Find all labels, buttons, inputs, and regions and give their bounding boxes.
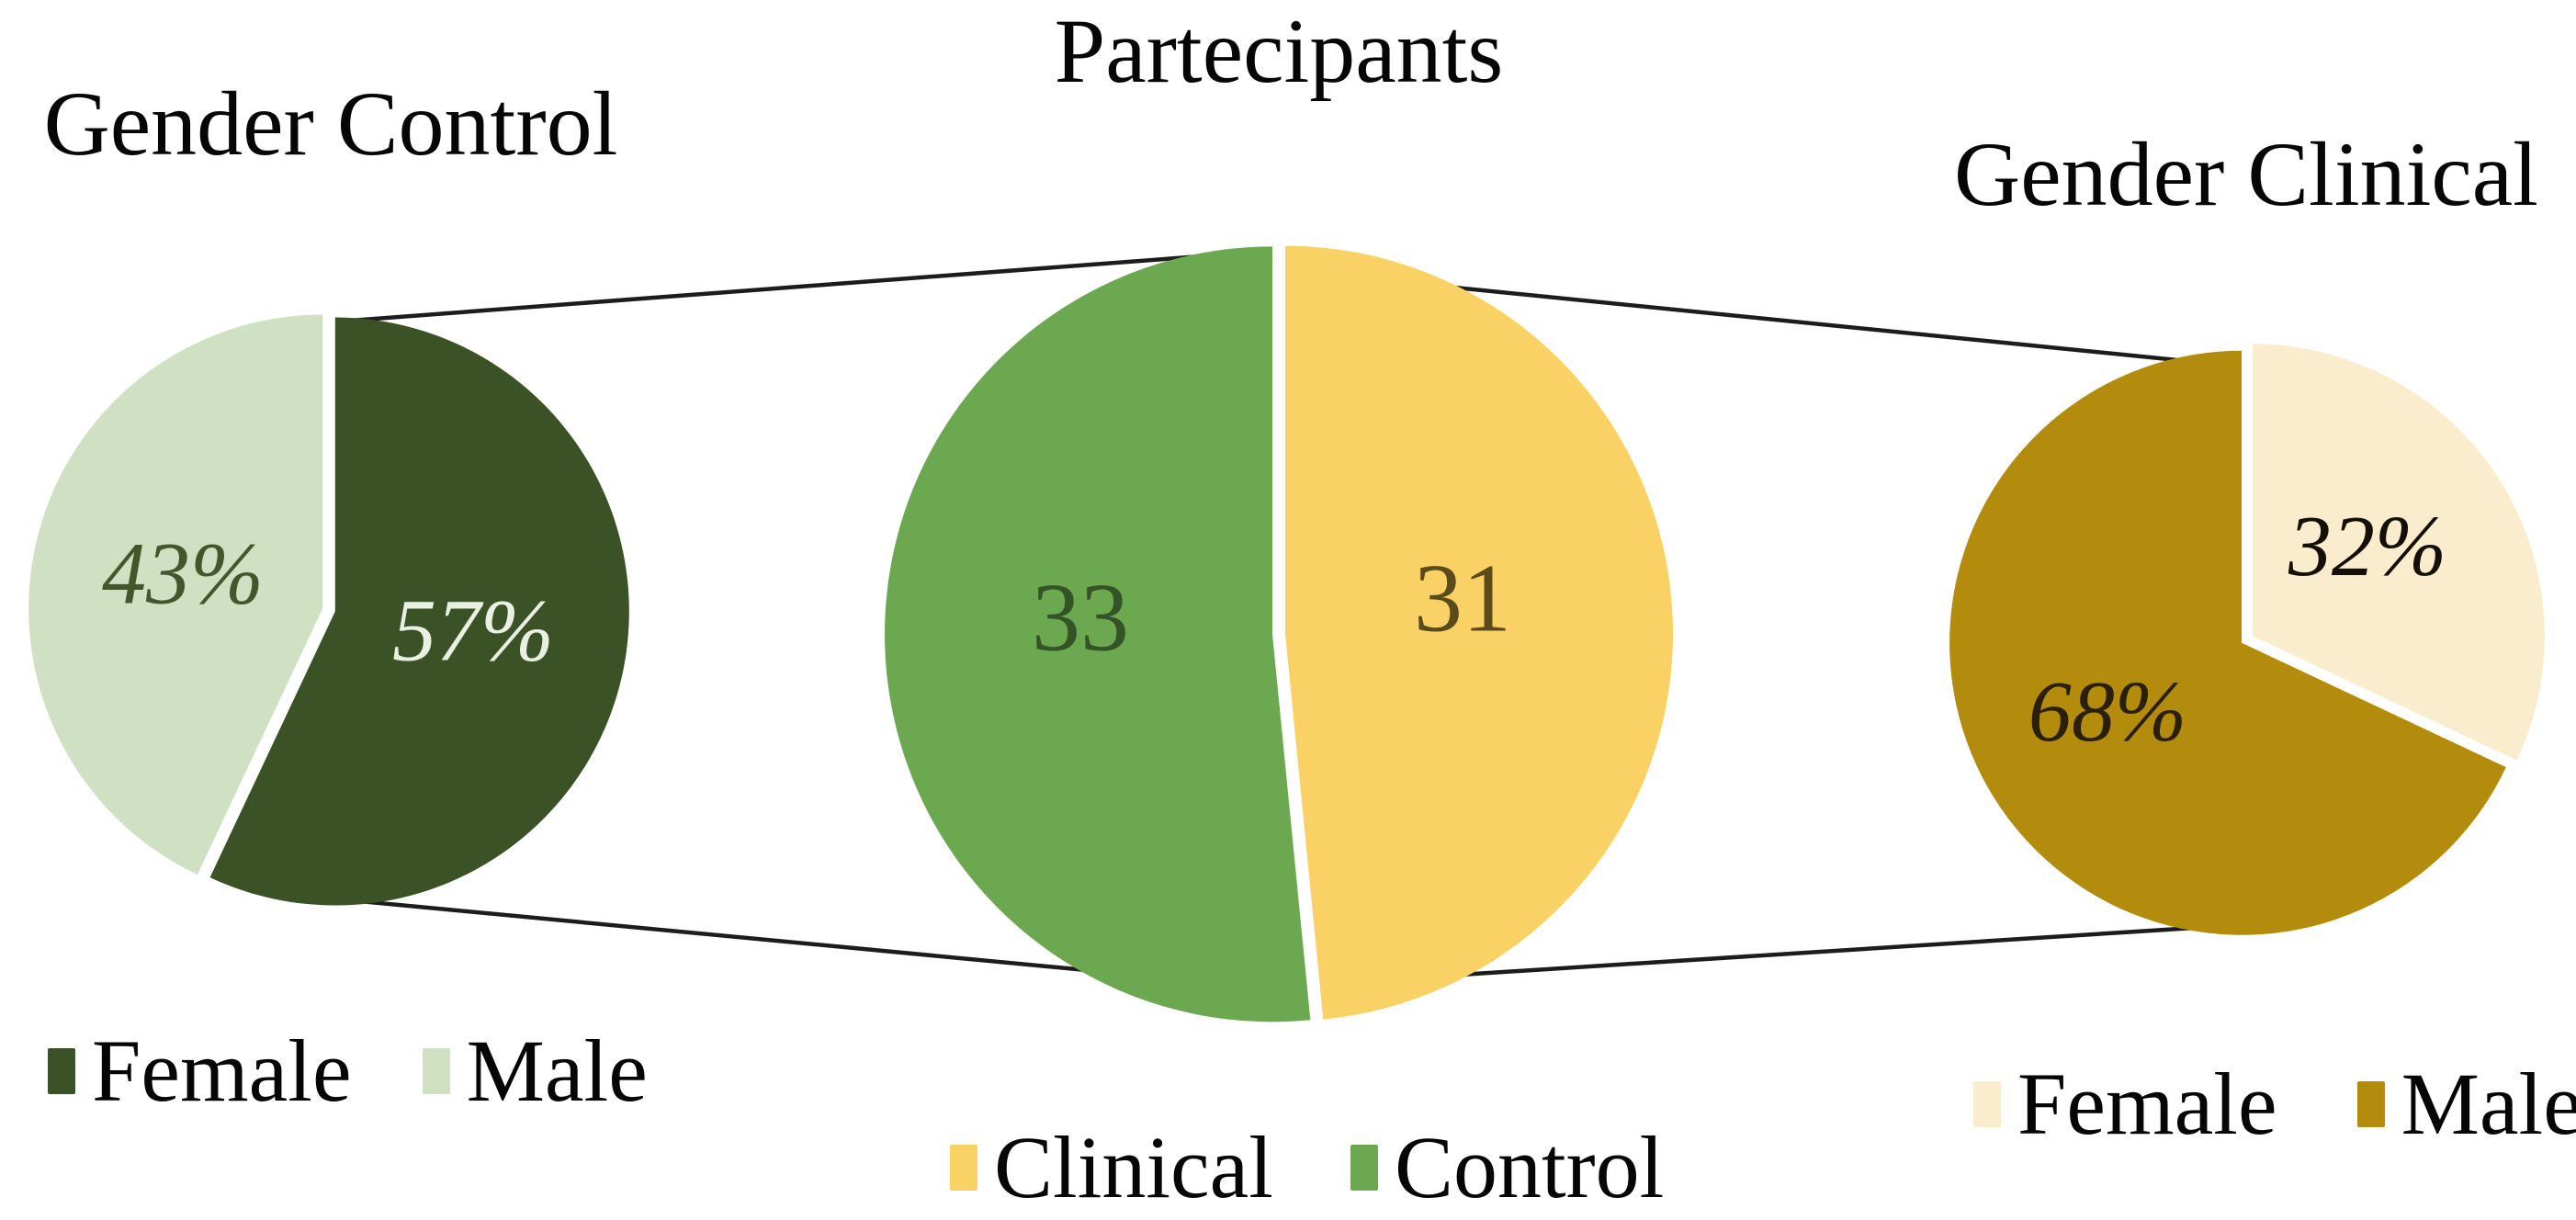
legend-label-control-male: Male <box>466 1022 648 1120</box>
pie-gender-control <box>28 314 629 906</box>
legend-label-control-female: Female <box>92 1022 352 1120</box>
pie-slice-clinical <box>1284 245 1673 1020</box>
slice-label-female: 32% <box>2288 499 2446 594</box>
legend-label-clinical: Clinical <box>994 1118 1273 1216</box>
legend-label-clinical-male: Male <box>2401 1055 2576 1153</box>
pie-slice-female <box>2252 344 2545 761</box>
legend-swatch-clinical-female <box>1973 1081 2001 1127</box>
title-gender-clinical: Gender Clinical <box>1954 123 2538 225</box>
pie-slice-female <box>209 317 629 906</box>
pie-partecipants <box>885 245 1673 1022</box>
title-gender-control: Gender Control <box>43 73 618 175</box>
pie-gender-clinical <box>1949 344 2545 935</box>
connector-line <box>335 253 1215 324</box>
legend-gender-clinical: Female Male <box>1973 1060 2576 1148</box>
legend-swatch-clinical-male <box>2356 1081 2385 1127</box>
slice-label-male: 43% <box>102 525 264 623</box>
slice-label-control: 33 <box>1032 564 1129 672</box>
connector-line <box>1357 923 2226 984</box>
legend-label-control: Control <box>1394 1118 1665 1216</box>
slice-label-clinical: 31 <box>1414 545 1511 652</box>
pie-slice-male <box>1949 350 2506 935</box>
legend-swatch-control <box>1350 1145 1378 1191</box>
title-participants: Partecipants <box>1054 0 1504 102</box>
pie-slice-male <box>28 314 323 875</box>
slice-label-female: 57% <box>392 582 554 680</box>
legend-swatch-control-male <box>422 1048 450 1094</box>
legend-participants: Clinical Control <box>950 1124 1664 1212</box>
legend-swatch-clinical <box>950 1145 977 1191</box>
legend-label-clinical-female: Female <box>2017 1055 2277 1153</box>
slice-label-male: 68% <box>2028 664 2186 760</box>
connector-line <box>328 896 1225 986</box>
pie-slice-control <box>885 246 1311 1022</box>
legend-swatch-control-female <box>48 1048 75 1094</box>
legend-gender-control: Female Male <box>48 1027 648 1115</box>
